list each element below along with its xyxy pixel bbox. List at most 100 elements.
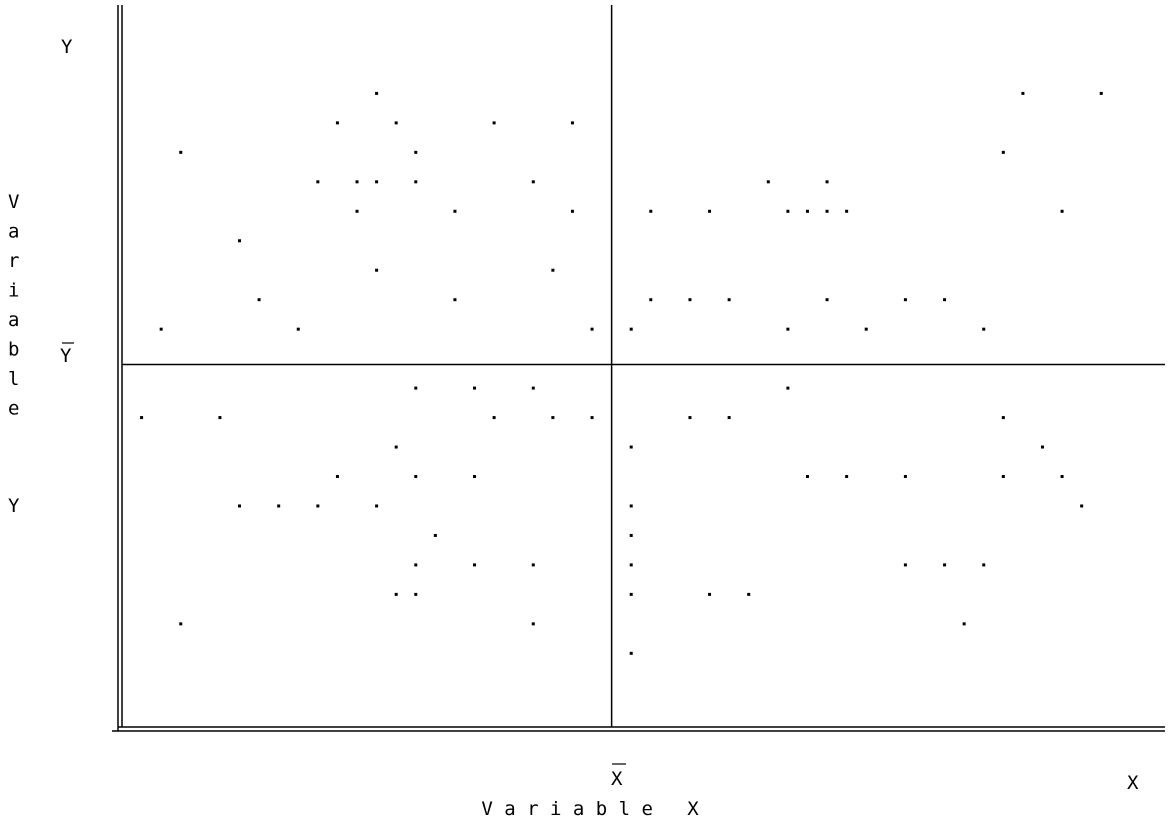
data-point — [590, 416, 594, 420]
data-point — [629, 504, 633, 508]
data-point — [805, 209, 809, 213]
data-point — [159, 327, 163, 331]
data-point — [179, 150, 183, 154]
data-point — [551, 268, 555, 272]
data-point — [238, 239, 242, 243]
data-point — [453, 209, 457, 213]
data-point — [629, 563, 633, 567]
data-point — [531, 563, 535, 567]
data-point — [649, 209, 653, 213]
data-point — [825, 209, 829, 213]
data-point — [1040, 445, 1044, 449]
data-point — [903, 563, 907, 567]
data-point — [727, 416, 731, 420]
data-point — [1060, 209, 1064, 213]
data-point — [218, 416, 222, 420]
data-point — [375, 180, 379, 184]
data-point — [688, 416, 692, 420]
data-point — [531, 386, 535, 390]
scatter-points — [140, 91, 1103, 655]
data-point — [649, 298, 653, 302]
data-point — [414, 563, 418, 567]
y-axis-title-char: b — [8, 339, 19, 361]
data-point — [355, 180, 359, 184]
data-point — [570, 209, 574, 213]
x-mean-label: X — [611, 768, 623, 790]
data-point — [335, 121, 339, 125]
data-point — [414, 592, 418, 596]
data-point — [375, 268, 379, 272]
data-point — [316, 504, 320, 508]
data-point — [1001, 416, 1005, 420]
data-point — [962, 622, 966, 626]
y-mean-label: Y — [60, 345, 72, 367]
data-point — [375, 504, 379, 508]
data-point — [727, 298, 731, 302]
data-point — [414, 150, 418, 154]
data-point — [570, 121, 574, 125]
data-point — [414, 386, 418, 390]
data-point — [473, 475, 477, 479]
y-axis-title-char: a — [8, 309, 19, 331]
data-point — [238, 504, 242, 508]
y-axis-title-char: l — [8, 368, 19, 390]
y-axis-title-char: a — [8, 221, 19, 243]
data-point — [708, 209, 712, 213]
data-point — [688, 298, 692, 302]
data-point — [257, 298, 261, 302]
data-point — [1099, 91, 1103, 95]
data-point — [375, 91, 379, 95]
data-point — [786, 209, 790, 213]
data-point — [1021, 91, 1025, 95]
data-point — [629, 327, 633, 331]
data-point — [453, 298, 457, 302]
data-point — [335, 475, 339, 479]
data-point — [1060, 475, 1064, 479]
data-point — [903, 475, 907, 479]
data-point — [492, 416, 496, 420]
data-point — [394, 121, 398, 125]
data-point — [531, 180, 535, 184]
data-point — [1001, 150, 1005, 154]
data-point — [414, 180, 418, 184]
data-point — [414, 475, 418, 479]
data-point — [316, 180, 320, 184]
data-point — [473, 563, 477, 567]
data-point — [590, 327, 594, 331]
x-axis-end-label: X — [1127, 772, 1139, 794]
data-point — [747, 592, 751, 596]
data-point — [492, 121, 496, 125]
data-point — [786, 386, 790, 390]
data-point — [845, 209, 849, 213]
data-point — [1001, 475, 1005, 479]
data-point — [903, 298, 907, 302]
data-point — [433, 533, 437, 537]
data-point — [943, 563, 947, 567]
y-axis-end-label: Y — [61, 36, 73, 58]
data-point — [629, 445, 633, 449]
data-point — [394, 445, 398, 449]
x-axis-title: V a r i a b l e X — [481, 798, 699, 820]
y-axis-lower-label: Y — [8, 495, 20, 517]
data-point — [845, 475, 849, 479]
data-point — [394, 592, 398, 596]
data-point — [473, 386, 477, 390]
data-point — [805, 475, 809, 479]
data-point — [629, 651, 633, 655]
data-point — [531, 622, 535, 626]
data-point — [296, 327, 300, 331]
y-axis-title-char: V — [8, 191, 19, 213]
y-axis-title-char: r — [8, 250, 19, 272]
data-point — [943, 298, 947, 302]
data-point — [551, 416, 555, 420]
data-point — [766, 180, 770, 184]
data-point — [864, 327, 868, 331]
data-point — [277, 504, 281, 508]
data-point — [1080, 504, 1084, 508]
data-point — [140, 416, 144, 420]
y-axis-title-char: i — [8, 280, 19, 302]
y-axis-title-char: e — [8, 398, 19, 420]
data-point — [629, 592, 633, 596]
